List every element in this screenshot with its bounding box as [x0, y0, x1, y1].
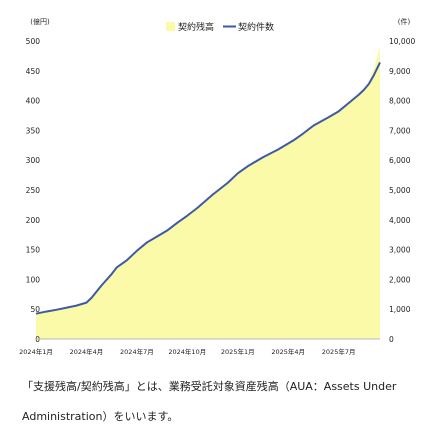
right-tick-label: 9,000: [389, 67, 411, 76]
count-line-layer: [35, 62, 381, 315]
x-tick-label: 2025年7月: [322, 347, 356, 356]
right-tick-label: 3,000: [389, 246, 411, 255]
x-tick-label: 2025年1月: [221, 347, 255, 356]
left-tick-label: 50: [30, 305, 40, 314]
legend-label-balance: 契約残高: [178, 21, 214, 33]
legend: 契約残高 契約件数: [166, 21, 274, 33]
right-tick-label: 7,000: [389, 126, 411, 135]
x-tick-label: 2024年10月: [168, 347, 206, 356]
right-axis-unit-label: (件): [398, 17, 411, 26]
right-tick-label: 2,000: [389, 275, 411, 284]
left-tick-label: 200: [26, 216, 41, 225]
left-axis-unit-label: (億円): [30, 17, 50, 26]
left-tick-label: 300: [26, 156, 41, 165]
footnote-line-1: 「支援残高/契約残高」とは、業務受託対象資産残高（AUA：Assets Unde…: [22, 380, 397, 393]
balance-area-layer: [36, 46, 380, 340]
left-tick-label: 450: [26, 67, 41, 76]
chart: 0 50 100 150 200 250 300 350 400 450 500 0 1,000 2,0…: [19, 17, 415, 356]
x-tick-label: 2024年7月: [120, 347, 154, 356]
x-tick-label: 2024年1月: [19, 347, 53, 356]
legend-swatch-balance: [166, 22, 175, 31]
right-tick-label: 1,000: [389, 305, 411, 314]
x-tick-label: 2024年4月: [70, 347, 104, 356]
left-tick-label: 250: [26, 186, 41, 195]
x-axis: 2024年1月 2024年4月 2024年7月 2024年10月 2025年1月 2025…: [19, 338, 380, 356]
right-tick-label: 8,000: [389, 97, 411, 106]
legend-label-count: 契約件数: [238, 21, 274, 33]
count-line: [35, 62, 381, 315]
right-tick-label: 10,000: [389, 37, 415, 46]
left-tick-label: 350: [26, 126, 41, 135]
right-tick-label: 4,000: [389, 216, 411, 225]
left-tick-label: 400: [26, 97, 41, 106]
right-tick-label: 6,000: [389, 156, 411, 165]
right-tick-label: 5,000: [389, 186, 411, 195]
left-tick-label: 150: [26, 246, 41, 255]
footnote-line-2: Administration）をいいます。: [22, 410, 179, 423]
left-tick-label: 100: [26, 275, 41, 284]
balance-area: [36, 46, 380, 340]
left-tick-label: 500: [26, 37, 41, 46]
right-tick-label: 0: [389, 335, 394, 344]
right-axis: 0 1,000 2,000 3,000 4,000 5,000 6,000 7,000 8,00…: [389, 37, 415, 344]
x-tick-label: 2025年4月: [271, 347, 305, 356]
left-axis: 050100150200250300350400450500: [26, 37, 41, 344]
